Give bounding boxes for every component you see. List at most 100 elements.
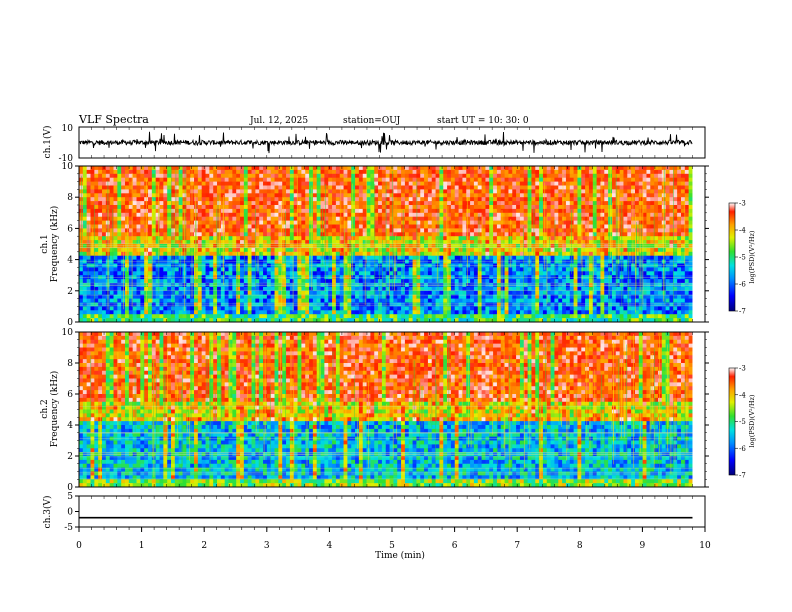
spectrogram-cell xyxy=(121,197,126,202)
spectrogram-cell xyxy=(98,224,103,229)
spectrogram-cell xyxy=(293,197,298,202)
spectrogram-cell xyxy=(462,201,467,206)
spectrogram-cell xyxy=(355,302,360,307)
spectrogram-cell xyxy=(324,286,329,292)
spectrogram-cell xyxy=(512,240,517,245)
spectrogram-cell xyxy=(531,294,536,299)
spectrogram-cell xyxy=(102,306,107,311)
spectrogram-cell xyxy=(539,181,544,186)
spectrogram-cell xyxy=(289,201,295,206)
spectrogram-cell xyxy=(366,173,371,179)
spectrogram-cell xyxy=(358,251,364,257)
spectrogram-cell xyxy=(412,251,417,257)
spectrogram-cell xyxy=(358,224,364,229)
spectrogram-cell xyxy=(320,173,325,179)
spectrogram-cell xyxy=(539,263,544,268)
spectrogram-cell xyxy=(224,247,229,253)
spectrogram-cell xyxy=(355,208,360,214)
spectrogram-cell xyxy=(309,201,314,206)
spectrogram-cell xyxy=(493,181,498,186)
spectrogram-cell xyxy=(462,236,467,241)
spectrogram-cell xyxy=(117,310,122,315)
spectrogram-cell xyxy=(301,177,306,182)
spectrogram-cell xyxy=(335,271,341,276)
spectrogram-cell xyxy=(370,236,375,241)
spectrogram-cell xyxy=(358,197,364,202)
spectrogram-cell xyxy=(443,232,448,237)
spectrogram-cell xyxy=(401,193,406,198)
spectrogram-cell xyxy=(312,255,318,260)
spectrogram-cell xyxy=(477,306,482,311)
spectrogram-cell xyxy=(374,255,379,260)
spectrogram-cell xyxy=(393,314,398,319)
spectrogram-cell xyxy=(240,177,245,182)
spectrogram-cell xyxy=(512,193,517,198)
spectrogram-cell xyxy=(523,205,528,210)
spectrogram-cell xyxy=(320,267,325,272)
spectrogram-cell xyxy=(539,193,544,198)
spectrogram-cell xyxy=(416,201,421,206)
spectrogram-cell xyxy=(278,232,283,237)
spectrogram-cell xyxy=(167,228,172,233)
spectrogram-cell xyxy=(171,189,176,194)
spectrogram-cell xyxy=(171,318,176,323)
spectrogram-cell xyxy=(328,255,333,260)
spectrogram-cell xyxy=(136,177,141,182)
spectrogram-cell xyxy=(205,166,210,171)
spectrogram-cell xyxy=(473,298,479,303)
spectrogram-cell xyxy=(496,189,502,194)
spectrogram-cell xyxy=(113,208,118,214)
spectrogram-cell xyxy=(167,240,172,245)
spectrogram-cell xyxy=(408,193,413,198)
spectrogram-cell xyxy=(523,310,528,315)
spectrogram-cell xyxy=(519,298,525,303)
spectrogram-cell xyxy=(381,244,387,249)
spectrogram-cell xyxy=(140,255,145,260)
spectrogram-cell xyxy=(473,271,479,276)
spectrogram-cell xyxy=(316,185,321,190)
spectrogram-cell xyxy=(90,220,95,225)
spectrogram-cell xyxy=(228,173,233,179)
spectrogram-cell xyxy=(412,173,417,179)
spectrogram-cell xyxy=(125,294,130,299)
spectrogram-cell xyxy=(213,189,218,194)
spectrogram-cell xyxy=(174,244,180,249)
spectrogram-cell xyxy=(98,267,103,272)
spectrogram-cell xyxy=(454,216,459,221)
spectrogram-cell xyxy=(217,294,222,299)
spectrogram-cell xyxy=(94,318,99,323)
spectrogram-cell xyxy=(435,306,440,311)
spectrogram-cell xyxy=(190,306,195,311)
spectrogram-cell xyxy=(324,236,329,241)
spectrogram-cell xyxy=(309,279,314,284)
spectrogram-cell xyxy=(535,244,540,249)
spectrogram-cell xyxy=(240,220,245,225)
spectrogram-cell xyxy=(201,197,206,202)
spectrogram-cell xyxy=(424,169,429,175)
spectrogram-cell xyxy=(496,185,502,190)
spectrogram-cell xyxy=(500,169,505,175)
spectrogram-cell xyxy=(404,181,410,186)
spectrogram-cell xyxy=(435,177,440,182)
spectrogram-cell xyxy=(362,314,367,319)
spectrogram-cell xyxy=(98,263,103,268)
spectrogram-cell xyxy=(136,193,141,198)
spectrogram-cell xyxy=(163,193,168,198)
spectrogram-cell xyxy=(339,228,344,233)
spectrogram-cell xyxy=(305,212,310,218)
spectrogram-cell xyxy=(378,197,383,202)
spectrogram-cell xyxy=(148,310,153,315)
spectrogram-cell xyxy=(500,205,505,210)
spectrogram-cell xyxy=(450,169,456,175)
spectrogram-cell xyxy=(132,244,137,249)
spectrogram-cell xyxy=(232,189,237,194)
spectrogram-cell xyxy=(228,271,233,276)
spectrogram-cell xyxy=(493,251,498,257)
spectrogram-cell xyxy=(512,286,517,292)
spectrogram-cell xyxy=(151,302,157,307)
spectrogram-cell xyxy=(466,232,471,237)
spectrogram-cell xyxy=(493,286,498,292)
spectrogram-cell xyxy=(450,177,456,182)
spectrogram-cell xyxy=(113,236,118,241)
spectrogram-cell xyxy=(539,208,544,214)
